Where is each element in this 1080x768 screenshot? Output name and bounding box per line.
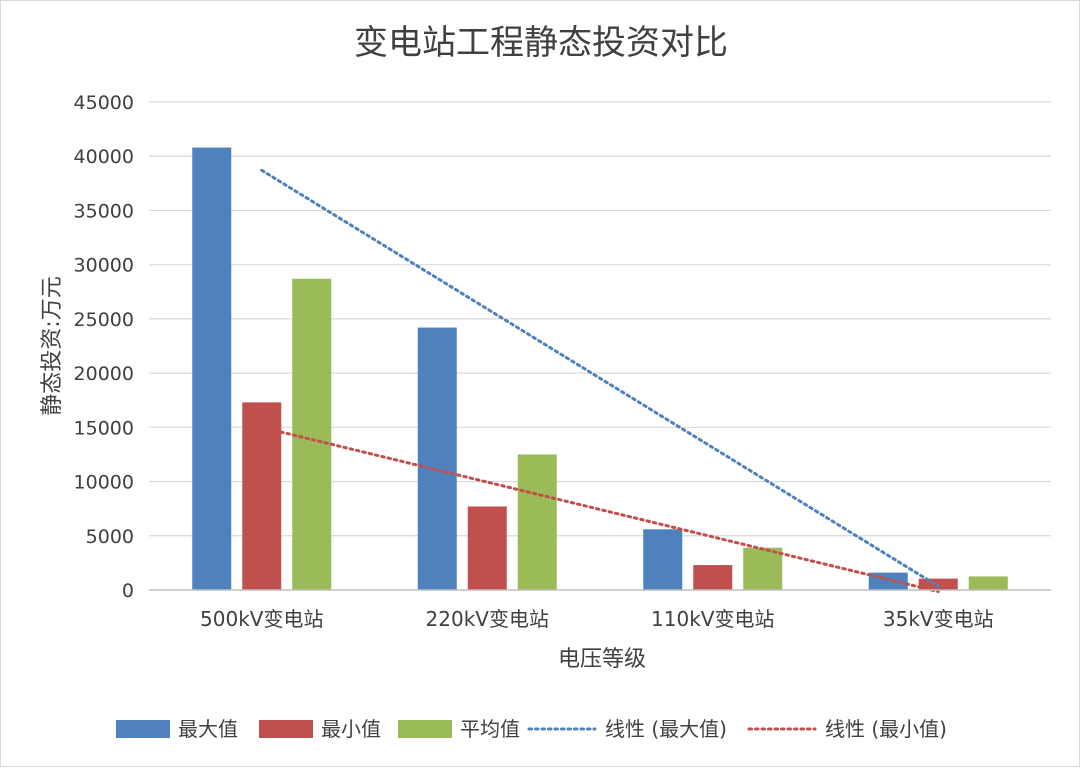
bar-min	[918, 578, 958, 590]
x-category-label: 35kV变电站	[883, 607, 994, 631]
x-category-label: 110kV变电站	[651, 607, 774, 631]
y-tick-label: 30000	[74, 255, 134, 277]
y-tick-label: 35000	[74, 200, 134, 222]
x-category-label: 220kV变电站	[426, 607, 549, 631]
bar-avg	[517, 454, 557, 590]
y-tick-label: 0	[122, 580, 134, 602]
bar-avg	[292, 278, 332, 590]
trendline-min	[260, 425, 940, 594]
legend-label: 线性 (最小值)	[825, 717, 947, 741]
y-tick-label: 25000	[74, 309, 134, 331]
legend-label: 最大值	[178, 717, 238, 741]
bar-min	[693, 565, 733, 590]
legend: 最大值 最小值 平均值 线性 (最大值) 线性 (最小值)	[116, 717, 947, 741]
y-tick-label: 45000	[74, 92, 134, 114]
legend-label: 线性 (最大值)	[605, 717, 727, 741]
bar-max	[417, 327, 457, 590]
y-tick-label: 15000	[74, 417, 134, 439]
y-axis-ticks: 0 5000 10000 15000 20000 25000 30000 35000 40000…	[74, 92, 134, 602]
y-tick-label: 10000	[74, 472, 134, 494]
y-tick-label: 5000	[86, 526, 134, 548]
legend-swatch	[259, 720, 313, 738]
bar-avg	[968, 576, 1008, 590]
y-tick-label: 40000	[74, 146, 134, 168]
legend-label: 最小值	[321, 717, 381, 741]
trendlines	[260, 168, 940, 594]
trendline-max	[260, 168, 940, 588]
bar-max	[192, 147, 232, 590]
x-category-label: 500kV变电站	[200, 607, 323, 631]
grid-lines	[149, 101, 1051, 537]
bar-min	[467, 506, 507, 590]
bar-max	[643, 529, 683, 590]
bar-avg	[743, 547, 783, 590]
bar-max	[868, 572, 908, 590]
x-axis-title: 电压等级	[558, 647, 646, 672]
bar-min	[242, 402, 282, 590]
legend-label: 平均值	[460, 717, 520, 741]
bars	[192, 147, 1008, 590]
legend-swatch	[398, 720, 452, 738]
x-axis-categories: 500kV变电站 220kV变电站 110kV变电站 35kV变电站	[200, 607, 994, 631]
y-tick-label: 20000	[74, 363, 134, 385]
chart-title: 变电站工程静态投资对比	[354, 23, 728, 63]
legend-swatch	[116, 720, 170, 738]
y-axis-title: 静态投资:万元	[40, 276, 65, 415]
